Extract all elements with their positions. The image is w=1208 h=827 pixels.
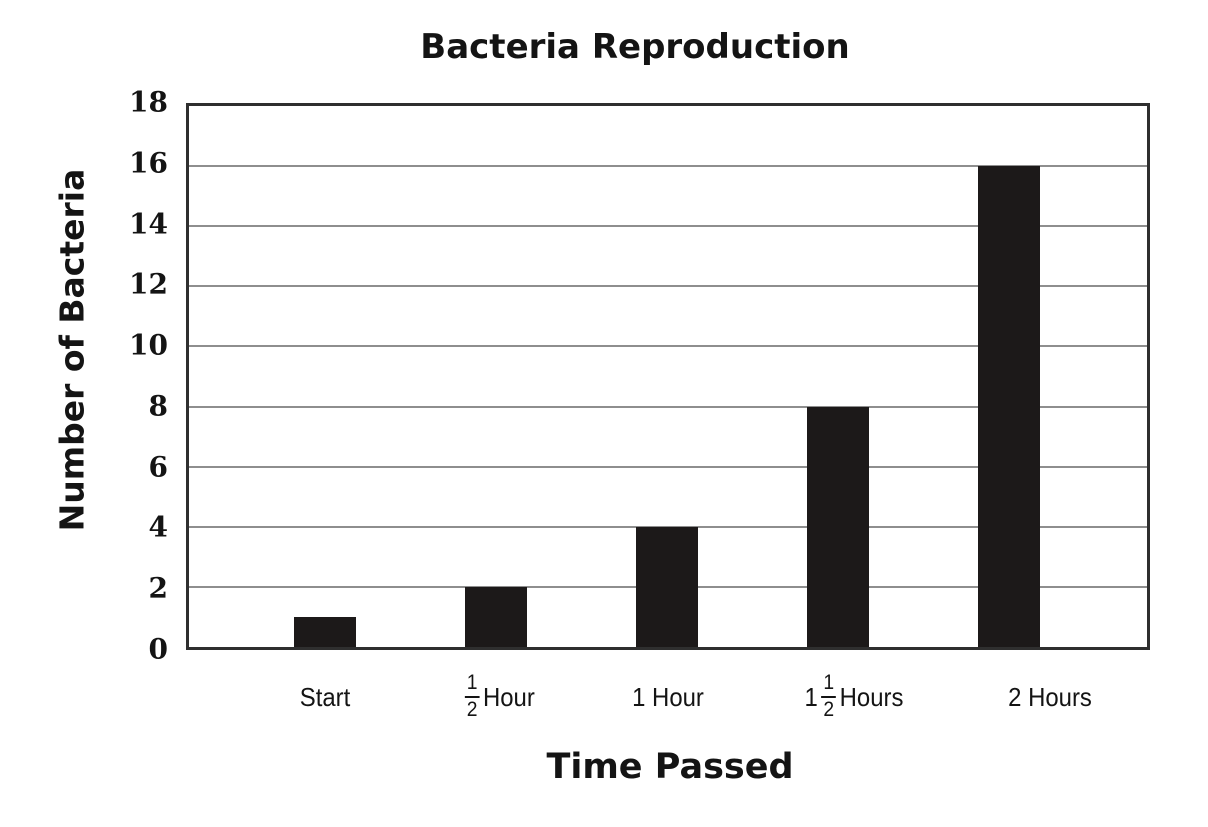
x-tick-label: 1 Hour <box>632 669 704 725</box>
y-tick-label: 8 <box>148 389 168 423</box>
x-axis-title: Time Passed <box>546 747 794 787</box>
x-tick-label-text: Start <box>299 681 351 712</box>
y-tick-label: 14 <box>129 206 168 240</box>
x-tick-label: Start <box>300 669 351 725</box>
x-tick-label-text: 1 Hour <box>632 681 704 712</box>
fraction-denominator: 2 <box>466 698 478 721</box>
y-tick-label: 2 <box>148 571 168 605</box>
gridline <box>189 405 1147 408</box>
bar <box>807 406 869 647</box>
y-tick-label: 4 <box>148 510 168 544</box>
y-tick-label: 0 <box>148 632 168 666</box>
gridline <box>189 285 1147 288</box>
x-tick-label-text: 1 <box>804 681 818 712</box>
gridline <box>189 225 1147 228</box>
gridline <box>189 345 1147 348</box>
bar <box>978 166 1040 647</box>
plot-area <box>186 103 1150 650</box>
y-tick-label: 16 <box>129 146 168 180</box>
gridline <box>189 525 1147 528</box>
chart-title: Bacteria Reproduction <box>420 27 850 67</box>
fraction-denominator: 2 <box>823 698 835 721</box>
fraction-numerator: 1 <box>464 672 480 698</box>
x-tick-label-text: Hours <box>839 681 904 712</box>
fraction-numerator: 1 <box>821 672 836 698</box>
y-tick-label: 18 <box>129 85 168 119</box>
x-tick-label-text: 2 Hours <box>1008 681 1092 712</box>
y-tick-label: 6 <box>148 450 168 484</box>
x-tick-label: 2 Hours <box>1008 669 1092 725</box>
y-tick-label: 12 <box>129 267 168 301</box>
gridline <box>189 165 1147 168</box>
x-tick-label-text: Hour <box>482 681 535 712</box>
gridline <box>189 465 1147 468</box>
y-tick-label: 10 <box>129 328 168 362</box>
bar <box>294 616 356 647</box>
bar <box>465 586 527 647</box>
bar <box>636 526 698 647</box>
